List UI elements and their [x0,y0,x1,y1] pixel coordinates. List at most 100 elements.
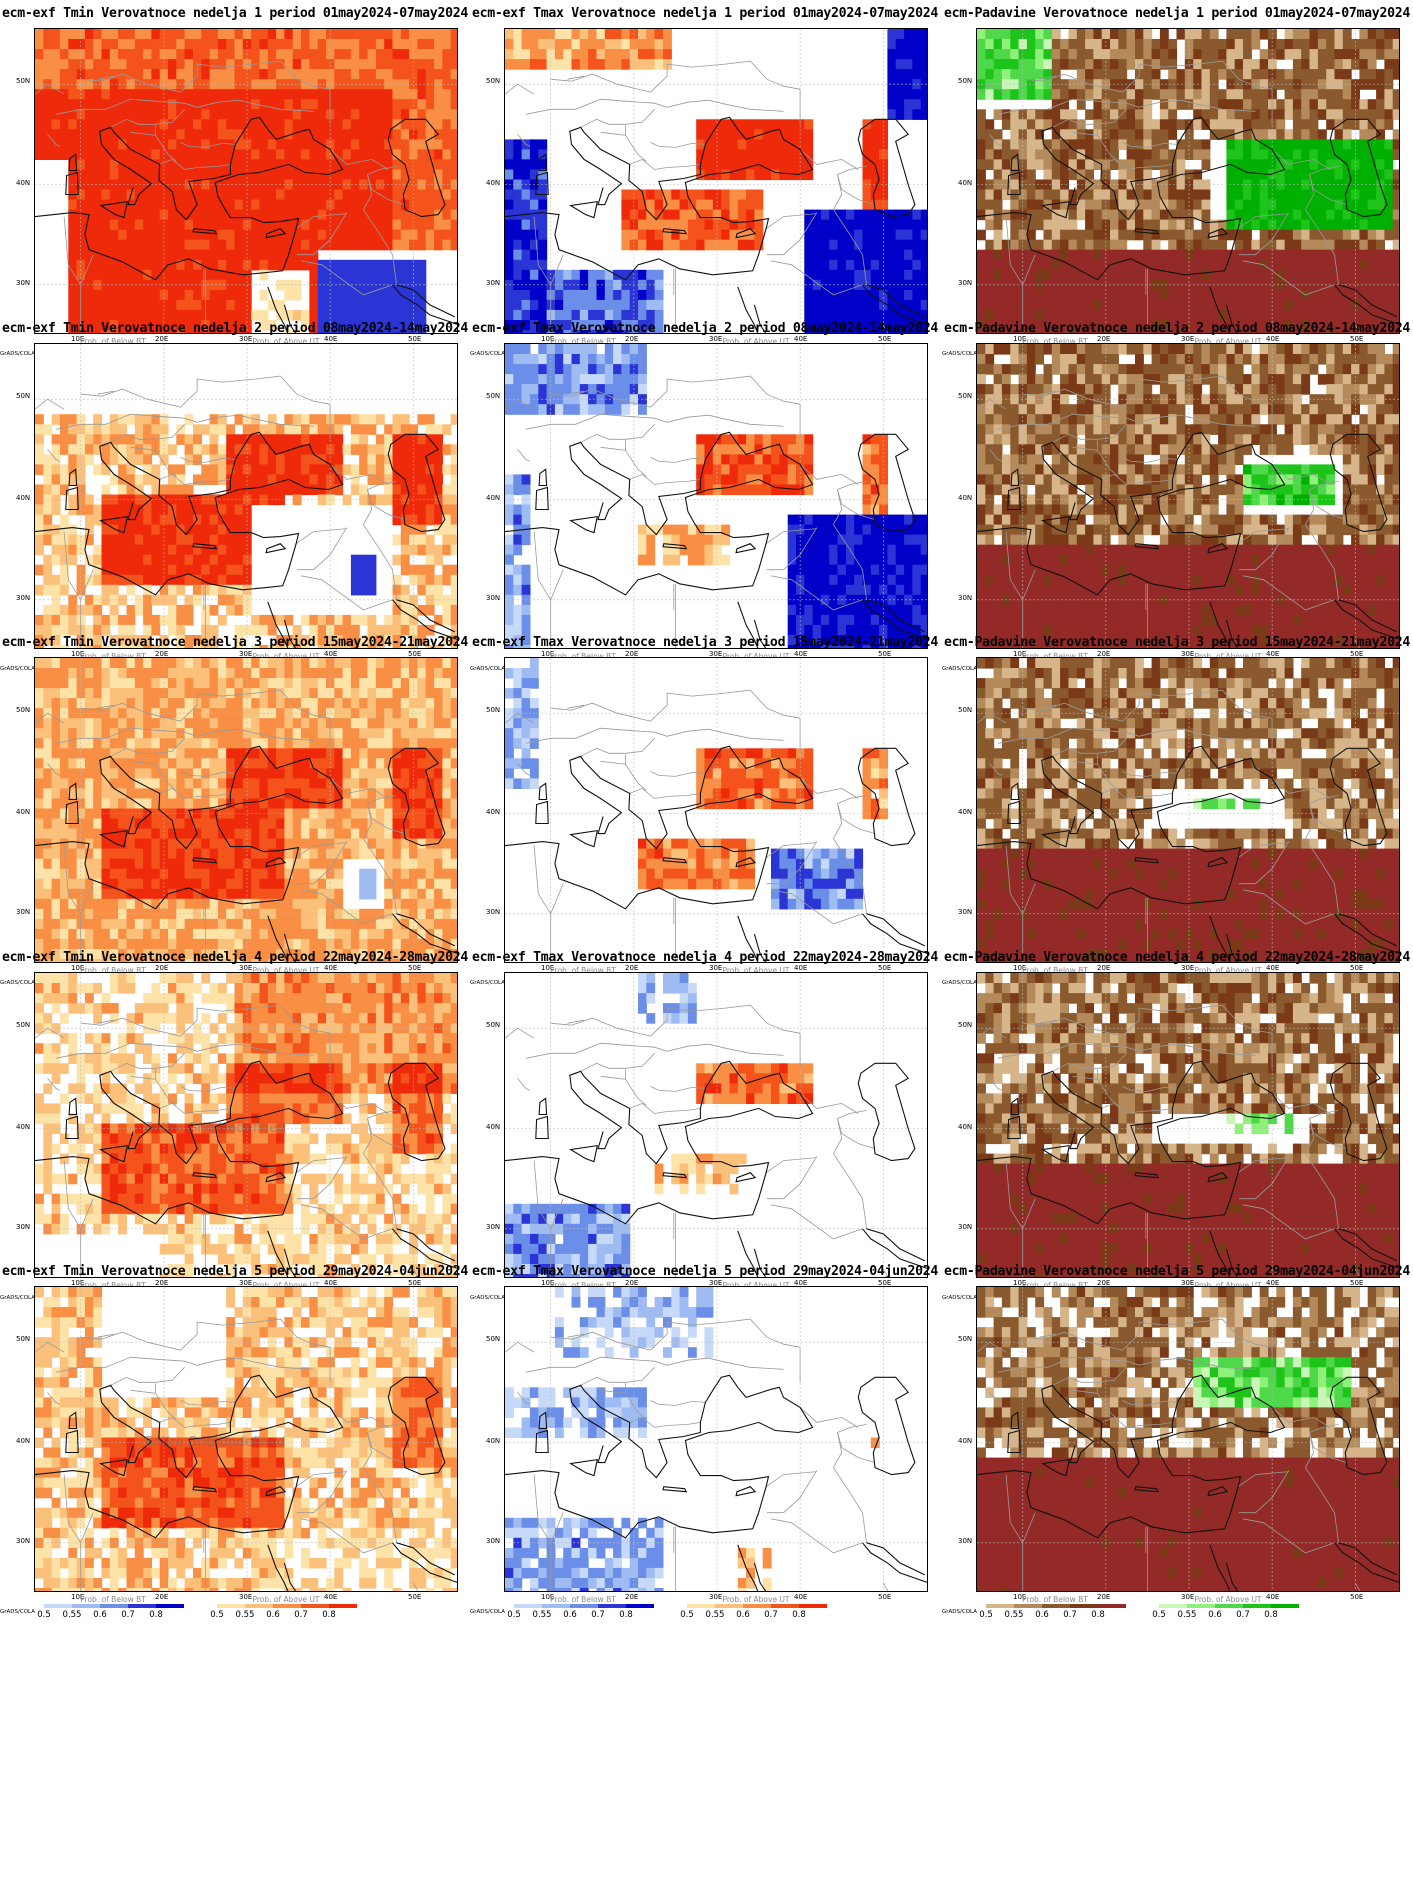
field-cell [638,404,647,415]
field-cell [184,139,194,150]
field-cell [820,299,830,311]
field-cell [812,249,822,261]
field-cell [309,484,319,496]
field-cell [993,149,1003,160]
field-cell [1176,99,1186,110]
field-cell [1159,29,1169,40]
field-cell [563,49,573,60]
field-cell [721,149,731,160]
field-cell [217,584,227,596]
field-cell [1001,139,1011,150]
field-cell [400,464,410,475]
field-cell [1284,129,1294,140]
field-cell [1051,229,1061,241]
field-cell [1359,259,1369,271]
field-cell [109,179,119,191]
field-cell [1243,89,1252,100]
field-cell [787,149,797,160]
field-cell [1068,259,1078,271]
field-cell [201,424,211,435]
field-cell [563,354,573,365]
field-cell [384,99,394,110]
field-cell [384,474,394,485]
field-cell [193,189,202,201]
field-cell [1292,69,1302,80]
field-cell [1201,199,1211,211]
field-cell [375,149,385,160]
field-cell [1026,219,1036,231]
field-cell [1367,69,1377,80]
field-cell [143,139,152,150]
field-cell [35,79,44,90]
field-cell [442,199,452,211]
field-cell [326,229,335,241]
field-cell [400,89,410,100]
field-cell [729,139,739,150]
field-cell [887,209,897,221]
field-cell [870,199,880,211]
field-cell [529,384,539,395]
field-cell [1093,189,1103,201]
field-cell [1334,309,1344,321]
field-cell [168,534,177,546]
field-cell [425,474,435,485]
border-line [1309,174,1348,205]
field-cell [209,109,219,120]
field-cell [1001,309,1011,321]
field-cell [746,189,755,201]
field-cell [375,330,385,333]
field-cell [696,199,706,211]
field-cell [1143,139,1153,150]
field-cell [985,159,995,170]
field-cell [845,209,855,221]
field-cell [184,604,194,616]
field-cell [1159,179,1169,191]
field-cell [696,219,706,231]
field-cell [1126,129,1136,140]
field-cell [596,49,606,60]
field-cell [101,239,111,251]
field-cell [596,39,606,50]
field-cell [1176,229,1186,241]
field-cell [301,119,310,130]
field-cell [1201,109,1211,120]
field-cell [425,89,435,100]
field-cell [1168,239,1178,251]
field-cell [1334,39,1344,50]
field-cell [1093,320,1103,331]
field-cell [234,604,244,616]
field-cell [101,219,111,231]
field-cell [563,269,573,281]
field-cell [1301,320,1311,331]
field-cell [309,229,319,241]
field-cell [1259,129,1269,140]
field-cell [1076,199,1086,211]
field-cell [1359,330,1369,333]
field-cell [276,189,285,201]
field-cell [1384,119,1394,130]
field-cell [1135,289,1144,301]
field-cell [1026,320,1036,331]
field-cell [1068,269,1078,281]
field-cell [425,534,435,546]
field-cell [554,59,564,70]
field-cell [76,269,86,281]
field-cell [309,279,319,291]
field-cell [201,159,211,170]
field-cell [442,169,452,181]
field-cell [1026,109,1036,120]
field-cell [109,614,119,626]
field-cell [1342,129,1352,140]
field-cell [812,309,822,321]
field-cell [771,129,780,140]
field-cell [118,574,127,586]
field-cell [1026,119,1036,130]
field-cell [1118,59,1128,70]
field-cell [93,249,103,261]
field-cell [1234,169,1244,181]
panel-title: ecm-exf Tmin Verovatnoce nedelja 2 perio… [1,321,468,336]
field-cell [417,79,427,90]
field-cell [671,229,681,241]
field-cell [812,259,822,271]
field-cell [721,169,731,181]
